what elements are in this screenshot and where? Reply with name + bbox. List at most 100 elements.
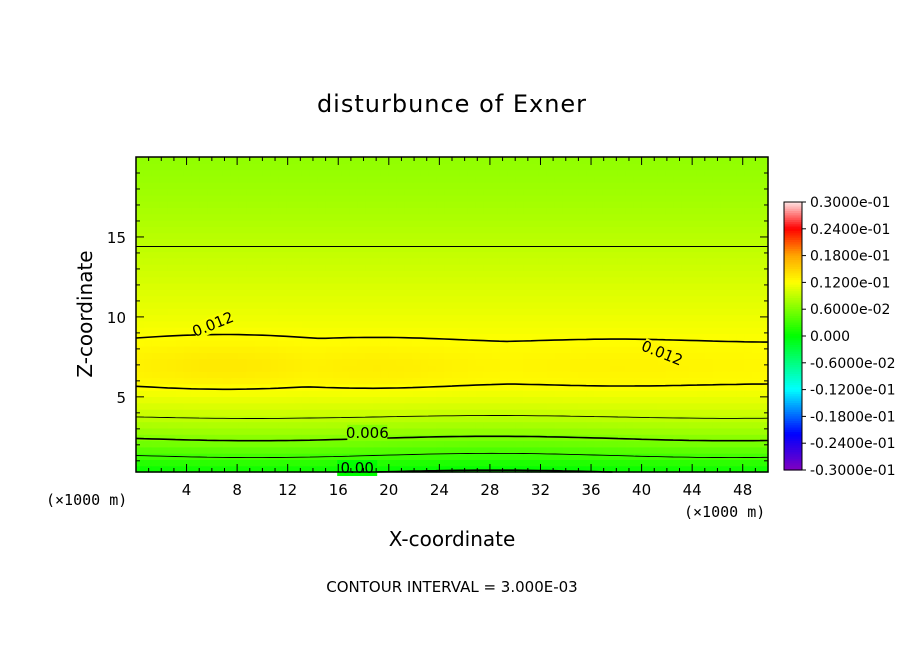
heatmap-cell (396, 226, 406, 234)
heatmap-cell (602, 226, 611, 234)
heatmap-cell (515, 377, 524, 385)
heatmap-cell (554, 352, 564, 360)
heatmap-cell (444, 396, 453, 404)
heatmap-cell (143, 276, 153, 284)
heatmap-cell (657, 308, 666, 316)
heatmap-cell (167, 377, 177, 385)
heatmap-cell (744, 396, 753, 404)
heatmap-cell (230, 390, 240, 397)
heatmap-cell (657, 364, 666, 372)
heatmap-cell (341, 175, 350, 183)
heatmap-cell (538, 377, 548, 385)
heatmap-cell (286, 207, 295, 215)
heatmap-cell (546, 446, 556, 454)
heatmap-cell (270, 327, 279, 334)
heatmap-cell (696, 308, 706, 316)
heatmap-cell (452, 232, 461, 240)
heatmap-cell (238, 434, 248, 442)
heatmap-cell (270, 270, 279, 278)
heatmap-cell (554, 320, 564, 328)
heatmap-cell (159, 245, 169, 253)
heatmap-cell (459, 264, 469, 271)
heatmap-cell (396, 163, 406, 171)
heatmap-cell (191, 339, 200, 347)
heatmap-cell (175, 238, 184, 246)
heatmap-cell (294, 163, 303, 171)
heatmap-cell (294, 157, 303, 164)
colorbar-label: 0.3000e-01 (810, 195, 890, 211)
heatmap-cell (333, 358, 342, 366)
heatmap-cell (499, 427, 508, 435)
heatmap-cell (151, 257, 161, 265)
heatmap-cell (594, 169, 603, 177)
heatmap-cell (657, 175, 666, 183)
heatmap-cell (436, 427, 445, 435)
heatmap-cell (633, 251, 643, 259)
heatmap-cell (388, 371, 398, 379)
heatmap-cell (294, 188, 303, 196)
heatmap-cell (222, 283, 232, 290)
heatmap-cell (412, 213, 421, 221)
heatmap-cell (491, 226, 500, 234)
heatmap-cell (673, 434, 682, 442)
heatmap-cell (222, 390, 232, 397)
heatmap-cell (617, 314, 627, 322)
heatmap-cell (515, 201, 524, 208)
heatmap-cell (491, 327, 500, 334)
heatmap-cell (238, 402, 248, 410)
heatmap-cell (467, 421, 477, 429)
heatmap-cell (744, 402, 753, 410)
heatmap-cell (523, 182, 532, 190)
heatmap-cell (246, 283, 256, 290)
heatmap-cell (428, 201, 437, 208)
heatmap-cell (649, 320, 658, 328)
heatmap-cell (594, 440, 603, 448)
heatmap-cell (191, 314, 200, 322)
heatmap-cell (167, 301, 177, 309)
heatmap-cell (278, 377, 287, 385)
heatmap-cell (665, 157, 674, 164)
heatmap-cell (704, 264, 714, 271)
heatmap-cell (278, 421, 287, 429)
heatmap-cell (167, 346, 177, 353)
heatmap-cell (689, 182, 698, 190)
heatmap-cell (262, 194, 271, 202)
heatmap-cell (452, 301, 461, 309)
x-tick-label: 4 (182, 481, 192, 499)
heatmap-cell (428, 289, 437, 297)
heatmap-cell (467, 364, 477, 372)
heatmap-cell (610, 188, 619, 196)
heatmap-cell (317, 175, 327, 183)
heatmap-cell (278, 358, 287, 366)
heatmap-cell (744, 333, 753, 341)
heatmap-cell (562, 188, 572, 196)
heatmap-cell (459, 446, 469, 454)
heatmap-cell (507, 251, 516, 259)
heatmap-cell (570, 238, 579, 246)
heatmap-cell (317, 377, 327, 385)
heatmap-cell (317, 270, 327, 278)
heatmap-cell (712, 440, 722, 448)
heatmap-cell (704, 232, 714, 240)
heatmap-cell (633, 264, 643, 271)
heatmap-cell (641, 440, 651, 448)
heatmap-cell (483, 245, 493, 253)
heatmap-cell (617, 245, 627, 253)
heatmap-cell (325, 434, 335, 442)
heatmap-cell (373, 245, 382, 253)
heatmap-cell (309, 396, 319, 404)
heatmap-cell (373, 169, 382, 177)
colorbar-segment (784, 260, 802, 263)
heatmap-cell (262, 226, 271, 234)
heatmap-cell (357, 264, 366, 271)
heatmap-cell (483, 409, 493, 416)
heatmap-cell (136, 358, 145, 366)
heatmap-cell (752, 320, 761, 328)
heatmap-cell (554, 333, 564, 341)
heatmap-cell (689, 446, 698, 454)
heatmap-cell (309, 270, 319, 278)
heatmap-cell (578, 182, 587, 190)
heatmap-cell (444, 402, 453, 410)
heatmap-cell (215, 459, 224, 467)
heatmap-cell (238, 320, 248, 328)
